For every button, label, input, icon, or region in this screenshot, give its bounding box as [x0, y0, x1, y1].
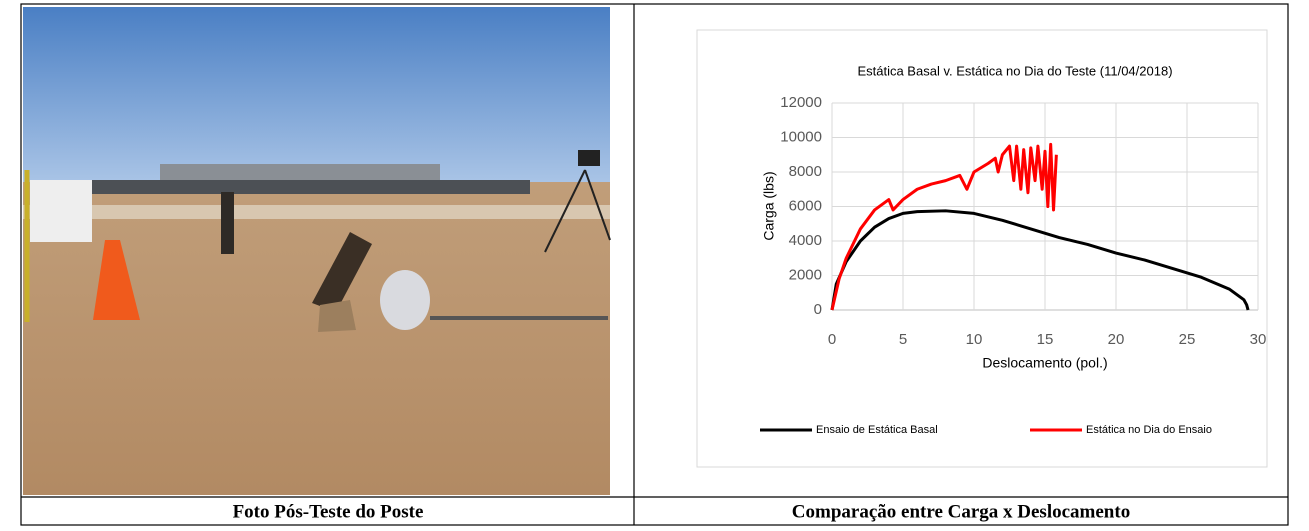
x-tick-label: 25 — [1179, 331, 1196, 348]
x-tick-label: 5 — [899, 331, 907, 348]
y-tick-label: 8000 — [789, 163, 822, 180]
x-tick-label: 20 — [1108, 331, 1125, 348]
y-tick-label: 12000 — [780, 94, 822, 111]
x-tick-label: 0 — [828, 331, 836, 348]
caption: Comparação entre Carga x Deslocamento — [792, 501, 1130, 522]
caption: Foto Pós-Teste do Poste — [233, 501, 424, 522]
y-tick-label: 0 — [814, 301, 822, 318]
y-axis-label: Carga (lbs) — [761, 171, 777, 240]
legend-label: Ensaio de Estática Basal — [816, 424, 938, 436]
y-tick-label: 10000 — [780, 128, 822, 145]
photo — [23, 7, 611, 495]
x-tick-label: 15 — [1037, 331, 1054, 348]
data-line — [830, 209, 1250, 311]
x-tick-label: 30 — [1250, 331, 1267, 348]
chart-title: Estática Basal v. Estática no Dia do Tes… — [857, 63, 1172, 78]
y-tick-label: 2000 — [789, 266, 822, 283]
table-frame — [20, 3, 1289, 526]
legend-label: Estática no Dia do Ensaio — [1086, 424, 1212, 436]
x-tick-label: 10 — [966, 331, 983, 348]
y-tick-label: 6000 — [789, 197, 822, 214]
data-line — [830, 142, 1058, 311]
x-axis-label: Deslocamento (pol.) — [982, 355, 1107, 371]
y-tick-label: 4000 — [789, 232, 822, 249]
